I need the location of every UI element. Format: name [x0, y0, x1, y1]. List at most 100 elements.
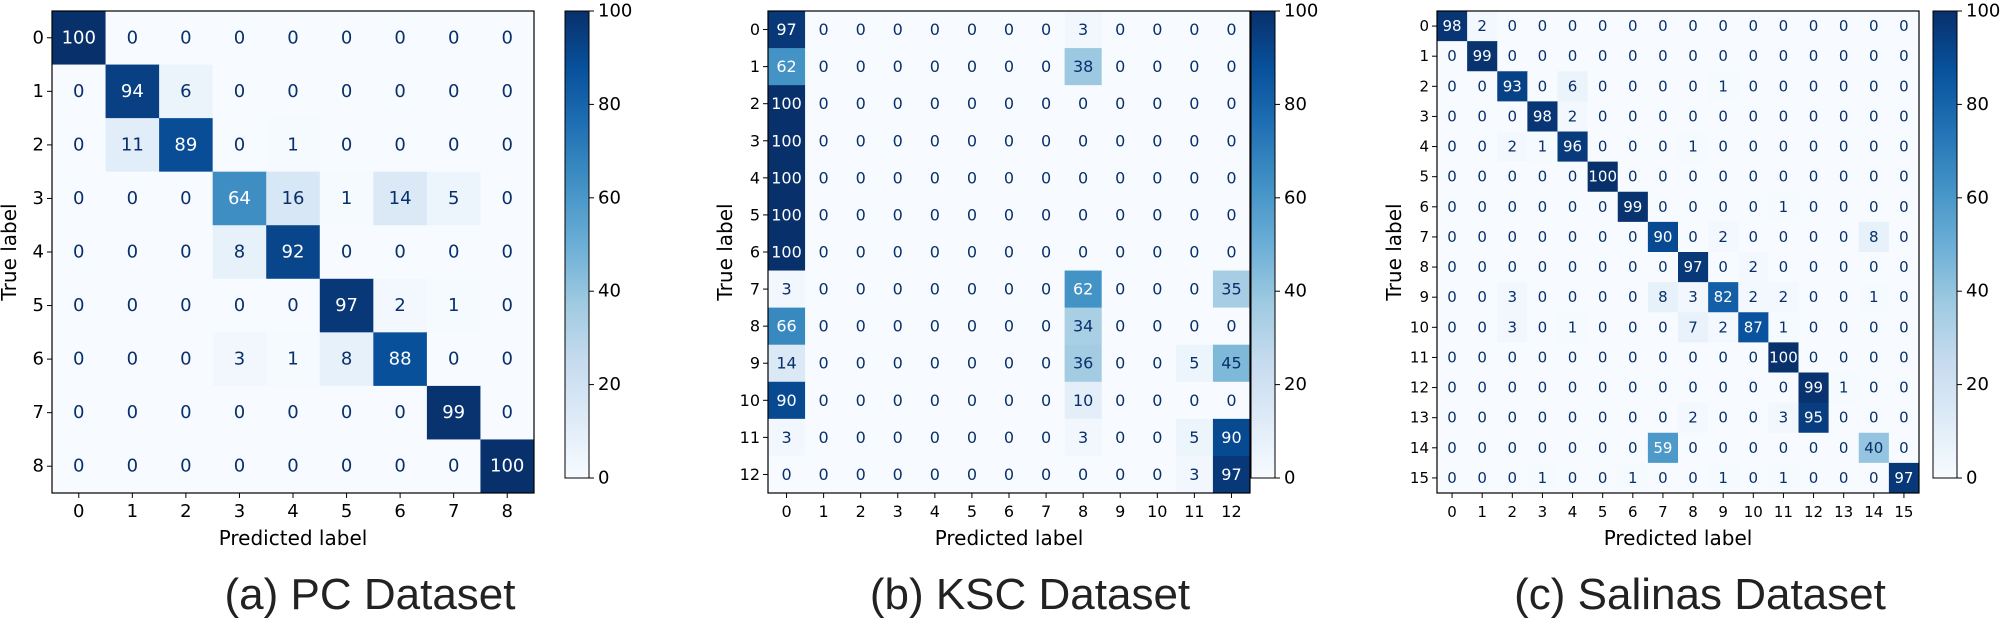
- x-axis-label: Predicted label: [219, 526, 368, 550]
- cell-r7-c10: [1138, 270, 1177, 309]
- cell-label-r5-c8: 0: [1688, 168, 1698, 186]
- cell-r12-c6: [990, 455, 1029, 494]
- cell-r1-c8: [1064, 48, 1103, 86]
- cell-label-r8-c15: 0: [1899, 258, 1909, 276]
- cell-label-r4-c4: 96: [1563, 138, 1582, 156]
- x-axis-ticks: 0 1 2 3 4 5 6 7 8: [73, 493, 513, 522]
- cell-r2-c9: [1708, 71, 1739, 102]
- cell-label-r8-c6: 0: [1628, 258, 1638, 276]
- cell-label-r7-c5: 0: [341, 402, 352, 423]
- cell-label-r11-c6: 0: [1004, 428, 1014, 447]
- cell-label-r4-c0: 100: [771, 168, 802, 187]
- cell-r5-c1: [805, 196, 843, 234]
- cell-r1-c1: [805, 48, 843, 86]
- cell-r7-c5: [953, 270, 991, 309]
- cell-r12-c5: [1587, 372, 1619, 404]
- cell-r2-c6: [373, 118, 428, 173]
- cell-label-r12-c8: 0: [1688, 379, 1698, 397]
- cell-r5-c12: [1798, 161, 1830, 193]
- cell-r14-c9: [1708, 432, 1739, 464]
- cell-label-r3-c1: 0: [1477, 107, 1487, 125]
- cell-label-r7-c6: 0: [1628, 228, 1638, 246]
- cell-r11-c6: [1617, 342, 1649, 373]
- cell-label-r0-c5: 0: [1598, 17, 1608, 35]
- cell-r11-c3: [1527, 342, 1558, 373]
- cell-r2-c8: [1678, 71, 1709, 102]
- cell-label-r4-c2: 0: [180, 242, 191, 263]
- cell-r2-c2: [1497, 71, 1528, 102]
- cell-label-r4-c4: 92: [282, 242, 305, 263]
- cell-r1-c2: [159, 64, 214, 119]
- cell-r5-c8: [480, 278, 535, 333]
- cell-r9-c5: [1587, 282, 1619, 313]
- y-tick-label-11: 11: [1410, 348, 1429, 366]
- y-axis-label: True label: [0, 203, 21, 301]
- cell-label-r6-c10: 0: [1749, 198, 1759, 216]
- cell-r2-c3: [212, 118, 267, 173]
- cell-r15-c8: [1678, 462, 1709, 494]
- cell-label-r5-c0: 0: [73, 295, 84, 316]
- cell-label-r7-c12: 0: [1809, 228, 1819, 246]
- cell-r0-c6: [373, 11, 428, 66]
- colorbar: 0 20 40 60 80 100: [1932, 1, 2000, 489]
- cell-label-r6-c8: 0: [501, 349, 512, 370]
- cell-r10-c3: [879, 381, 917, 420]
- cell-r9-c6: [1617, 282, 1649, 313]
- cell-r3-c4: [266, 171, 321, 226]
- x-tick-label-4: 4: [930, 502, 940, 521]
- colorbar-bar: [1932, 10, 1958, 479]
- cell-r1-c3: [1527, 41, 1558, 72]
- cell-r7-c4: [266, 385, 321, 440]
- cell-label-r0-c5: 0: [967, 20, 977, 39]
- cell-label-r1-c10: 0: [1749, 47, 1759, 65]
- cell-r6-c6: [1617, 191, 1649, 223]
- cell-label-r10-c5: 0: [967, 391, 977, 410]
- cell-label-r13-c4: 0: [1568, 409, 1578, 427]
- cell-label-r11-c12: 0: [1809, 348, 1819, 366]
- cell-label-r7-c3: 0: [1538, 228, 1548, 246]
- cell-label-r0-c0: 98: [1443, 17, 1462, 35]
- cell-r1-c5: [319, 64, 374, 119]
- cell-r10-c1: [1467, 312, 1498, 343]
- cell-r8-c10: [1738, 252, 1769, 283]
- cell-r5-c6: [1617, 161, 1649, 193]
- cell-r7-c3: [1527, 221, 1558, 253]
- heatmap-cells: [768, 11, 1251, 494]
- cell-label-r6-c6: 88: [389, 349, 412, 370]
- cell-label-r1-c5: 0: [341, 81, 352, 102]
- cell-r11-c10: [1738, 342, 1769, 373]
- cell-label-r9-c11: 5: [1189, 354, 1199, 373]
- cell-label-r10-c15: 0: [1899, 318, 1909, 336]
- cell-r1-c3: [212, 64, 267, 119]
- cell-r6-c13: [1828, 191, 1860, 223]
- cell-label-r1-c2: 0: [1508, 47, 1518, 65]
- y-tick-label-4: 4: [33, 242, 44, 263]
- cell-r3-c5: [953, 122, 991, 160]
- cell-r4-c10: [1138, 159, 1177, 197]
- x-tick-label-0: 0: [73, 501, 84, 522]
- cell-r12-c9: [1101, 455, 1140, 494]
- cell-r1-c11: [1175, 48, 1214, 86]
- cell-label-r5-c4: 0: [287, 295, 298, 316]
- cell-label-r1-c5: 0: [967, 57, 977, 76]
- cell-label-r5-c6: 2: [394, 295, 405, 316]
- cell-label-r0-c15: 0: [1899, 17, 1909, 35]
- cell-r0-c5: [1587, 11, 1619, 42]
- cell-label-r15-c5: 0: [1598, 469, 1608, 487]
- cell-label-r12-c5: 0: [967, 465, 977, 484]
- cell-label-r4-c7: 0: [448, 242, 459, 263]
- cell-r2-c4: [266, 118, 321, 173]
- caption-salinas-dataset: (c) Salinas Dataset: [1514, 570, 1886, 619]
- cell-r15-c15: [1888, 462, 1920, 494]
- cell-label-r1-c3: 0: [1538, 47, 1548, 65]
- cell-r9-c10: [1138, 344, 1177, 383]
- cell-r11-c8: [1678, 342, 1709, 373]
- cell-r3-c0: [1437, 101, 1468, 132]
- cell-label-r6-c2: 0: [856, 243, 866, 262]
- cell-r7-c6: [1617, 221, 1649, 253]
- cell-label-r10-c13: 0: [1839, 318, 1849, 336]
- cell-r1-c1: [1467, 41, 1498, 72]
- cell-r2-c6: [990, 85, 1029, 123]
- cell-label-r10-c0: 90: [776, 391, 796, 410]
- cell-label-r8-c10: 2: [1749, 258, 1759, 276]
